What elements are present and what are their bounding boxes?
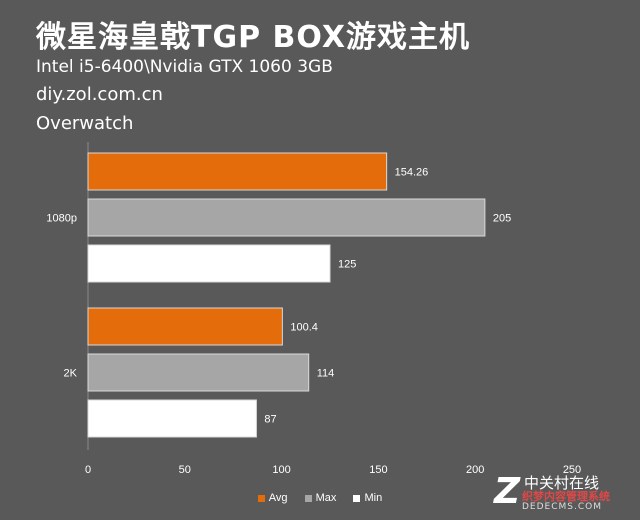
legend-item-avg: Avg xyxy=(257,492,288,504)
legend-swatch-avg xyxy=(257,494,265,502)
legend-label-max: Max xyxy=(315,492,337,504)
data-label-avg-2k: 100.4 xyxy=(290,322,318,334)
legend-swatch-min xyxy=(353,494,361,502)
bar-max-1080p xyxy=(87,198,486,237)
legend-label-min: Min xyxy=(364,492,383,504)
data-label-max-2k: 114 xyxy=(317,368,335,380)
bar-avg-1080p xyxy=(87,152,388,191)
x-tick-label: 200 xyxy=(466,464,484,476)
legend-item-max: Max xyxy=(304,492,337,504)
chart-title: 微星海皇戟TGP BOX游戏主机 xyxy=(36,20,470,55)
x-tick-label: 150 xyxy=(369,464,387,476)
category-label-1080p: 1080p xyxy=(46,213,77,225)
x-tick-label: 100 xyxy=(272,464,290,476)
source-subtitle: diy.zol.com.cn xyxy=(36,84,163,105)
x-tick-label: 0 xyxy=(85,464,91,476)
data-label-avg-1080p: 154.26 xyxy=(395,167,429,179)
data-label-min-2k: 87 xyxy=(264,414,276,426)
x-tick-label: 50 xyxy=(179,464,191,476)
bar-max-2k xyxy=(87,353,310,392)
game-subtitle: Overwatch xyxy=(36,113,134,134)
watermark-site-name: 中关村在线 xyxy=(524,474,600,492)
hardware-subtitle: Intel i5-6400\Nvidia GTX 1060 3GB xyxy=(36,57,333,77)
category-label-2k: 2K xyxy=(64,368,78,380)
chart-legend: Avg Max Min xyxy=(0,492,640,504)
data-label-max-1080p: 205 xyxy=(493,213,511,225)
watermark-cms-name: 织梦内容管理系统 xyxy=(522,490,610,503)
data-label-min-1080p: 125 xyxy=(338,259,356,271)
watermark-cms-url: DEDECMS.COM xyxy=(522,502,602,512)
bar-min-1080p xyxy=(87,244,331,283)
legend-swatch-max xyxy=(304,494,312,502)
bar-min-2k xyxy=(87,399,257,438)
x-tick-label: 250 xyxy=(563,464,581,476)
bar-avg-2k xyxy=(87,307,283,346)
legend-label-avg: Avg xyxy=(268,492,288,504)
legend-item-min: Min xyxy=(353,492,382,504)
zol-watermark: Z 中关村在线 织梦内容管理系统 DEDECMS.COM xyxy=(494,470,634,516)
zol-logo: Z xyxy=(494,471,521,512)
